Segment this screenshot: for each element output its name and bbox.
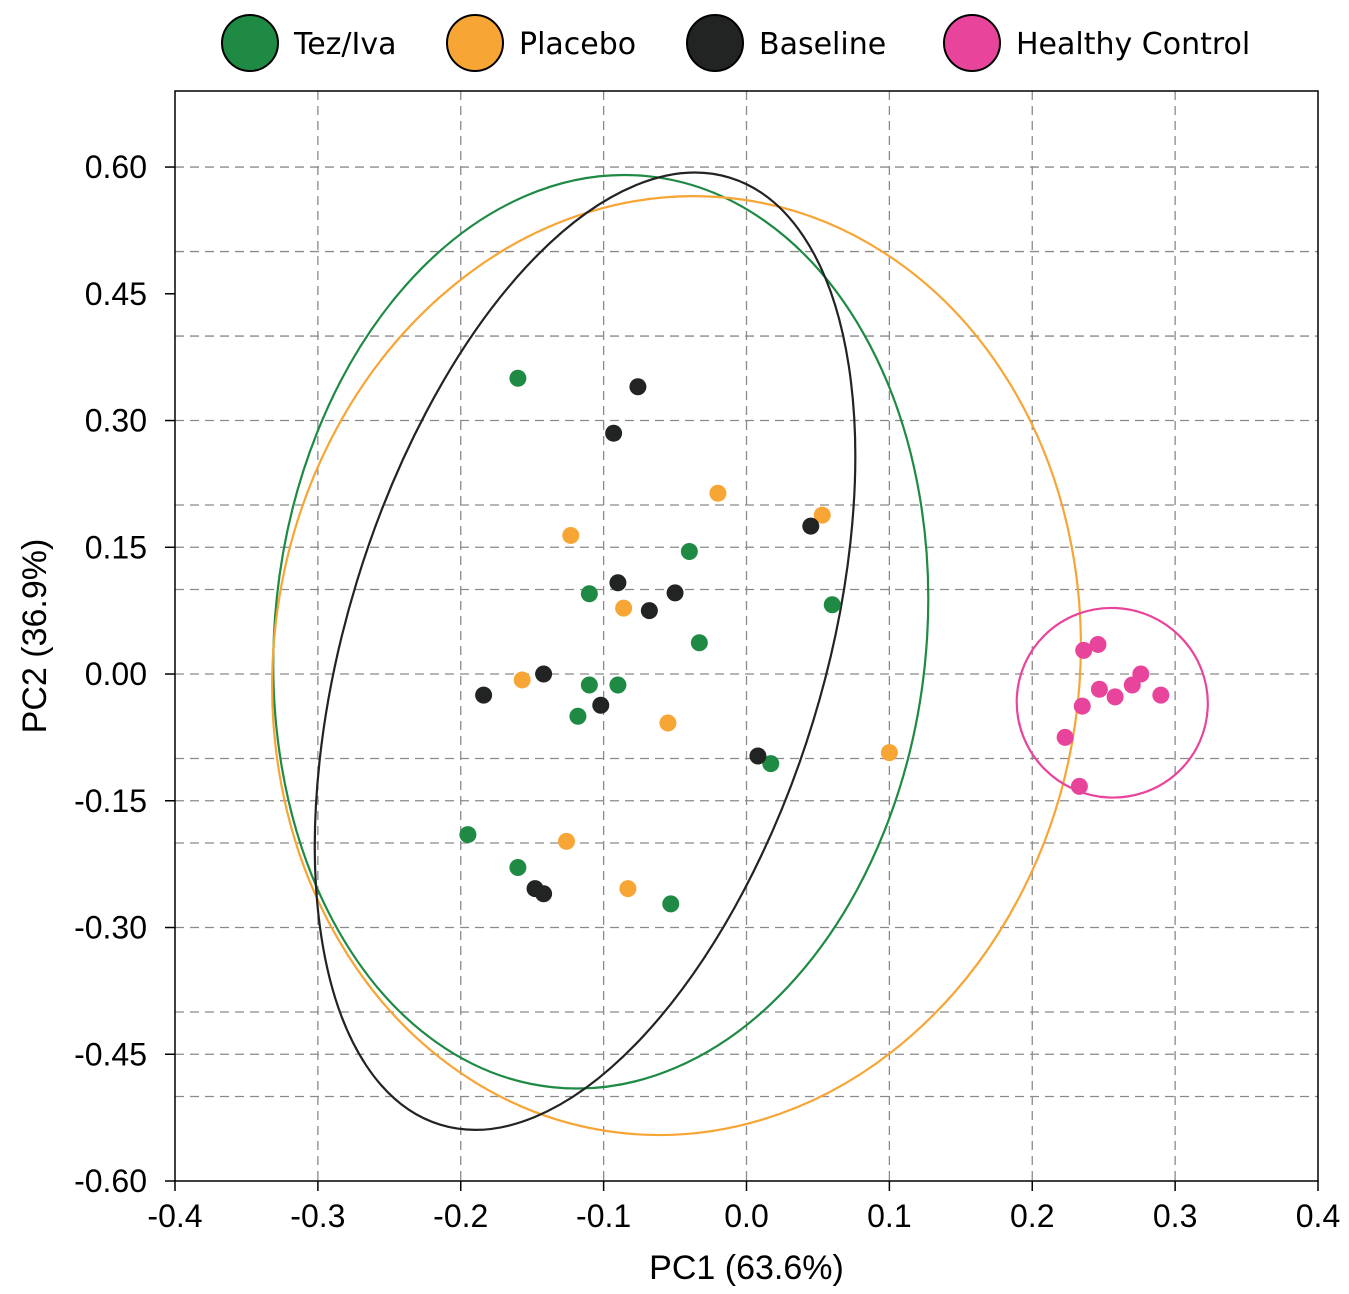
legend-item-tez-iva: Tez/Iva — [221, 14, 397, 72]
legend-label: Placebo — [519, 27, 636, 62]
legend-swatch — [221, 14, 279, 72]
y-tick-label: 0.45 — [85, 276, 147, 312]
point-tez-iva — [609, 676, 627, 694]
point-baseline — [666, 584, 684, 602]
point-baseline — [535, 665, 553, 683]
point-placebo — [513, 671, 531, 689]
x-tick-label: 0.0 — [724, 1198, 768, 1234]
x-tick-label: 0.3 — [1153, 1198, 1197, 1234]
x-tick-label: -0.4 — [147, 1198, 202, 1234]
y-tick-label: -0.60 — [74, 1163, 147, 1199]
point-tez-iva — [823, 596, 841, 614]
y-tick-label: -0.45 — [74, 1036, 147, 1072]
point-healthy-control — [1089, 635, 1107, 653]
ellipse-placebo — [271, 195, 1082, 1137]
point-tez-iva — [580, 585, 598, 603]
legend-item-baseline: Baseline — [686, 14, 886, 72]
x-axis-title: PC1 (63.6%) — [649, 1249, 844, 1287]
point-healthy-control — [1090, 680, 1108, 698]
legend-swatch — [943, 14, 1001, 72]
y-tick-label: 0.30 — [85, 403, 147, 439]
y-tick-label: 0.60 — [85, 149, 147, 185]
point-tez-iva — [509, 859, 527, 877]
point-placebo — [619, 880, 637, 898]
ellipse-baseline — [313, 171, 857, 1131]
point-baseline — [475, 686, 493, 704]
point-tez-iva — [580, 676, 598, 694]
y-tick-label: 0.00 — [85, 656, 147, 692]
x-tick-label: -0.3 — [290, 1198, 345, 1234]
x-tick-label: 0.1 — [867, 1198, 911, 1234]
point-healthy-control — [1152, 686, 1170, 704]
point-tez-iva — [459, 826, 477, 844]
x-tick-label: -0.1 — [576, 1198, 631, 1234]
point-baseline — [749, 747, 767, 765]
point-tez-iva — [662, 895, 680, 913]
point-placebo — [562, 526, 580, 544]
legend-label: Baseline — [759, 27, 886, 62]
confidence-ellipses — [271, 171, 1209, 1137]
legend: Tez/Iva Placebo Baseline Healthy Control — [221, 14, 1250, 72]
x-tick-label: 0.2 — [1010, 1198, 1054, 1234]
legend-label: Tez/Iva — [293, 27, 397, 62]
point-placebo — [557, 832, 575, 850]
point-tez-iva — [569, 707, 587, 725]
point-healthy-control — [1056, 728, 1074, 746]
x-tick-label: 0.4 — [1296, 1198, 1340, 1234]
point-tez-iva — [762, 755, 780, 773]
legend-swatch — [686, 14, 744, 72]
point-healthy-control — [1123, 676, 1141, 694]
legend-item-healthy-control: Healthy Control — [943, 14, 1250, 72]
point-healthy-control — [1075, 641, 1093, 659]
point-healthy-control — [1106, 688, 1124, 706]
x-tick-label: -0.2 — [433, 1198, 488, 1234]
point-baseline — [535, 885, 553, 903]
y-tick-label: 0.15 — [85, 529, 147, 565]
point-placebo — [880, 744, 898, 762]
point-tez-iva — [680, 543, 698, 561]
y-tick-label: -0.15 — [74, 783, 147, 819]
point-healthy-control — [1073, 697, 1091, 715]
y-axis-title: PC2 (36.9%) — [16, 539, 54, 734]
ellipse-tez-iva — [272, 173, 930, 1090]
y-tick-label: -0.30 — [74, 910, 147, 946]
axis-ticks: -0.4 -0.3 -0.2 -0.1 0.0 0.1 0.2 0.3 0.4 0.60 0.45 0… — [74, 149, 1340, 1234]
point-placebo — [659, 714, 677, 732]
legend-label: Healthy Control — [1016, 27, 1250, 62]
point-tez-iva — [509, 369, 527, 387]
point-baseline — [592, 696, 610, 714]
point-baseline — [640, 602, 658, 620]
grid — [175, 91, 1318, 1181]
point-placebo — [813, 506, 831, 524]
point-baseline — [609, 574, 627, 592]
point-baseline — [802, 517, 820, 535]
data-points — [459, 369, 1170, 913]
point-baseline — [629, 378, 647, 396]
legend-swatch — [446, 14, 504, 72]
legend-item-placebo: Placebo — [446, 14, 636, 72]
point-baseline — [605, 424, 623, 442]
point-placebo — [709, 484, 727, 502]
point-healthy-control — [1070, 777, 1088, 795]
point-placebo — [615, 599, 633, 617]
point-tez-iva — [690, 634, 708, 652]
